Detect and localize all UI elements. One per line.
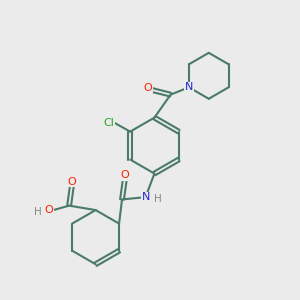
Text: O: O	[144, 82, 152, 93]
Text: H: H	[34, 206, 42, 217]
Text: N: N	[141, 192, 150, 202]
Text: Cl: Cl	[103, 118, 114, 128]
Text: O: O	[45, 205, 53, 215]
Text: O: O	[120, 170, 129, 180]
Text: H: H	[154, 194, 162, 204]
Text: O: O	[68, 176, 76, 187]
Text: N: N	[185, 82, 193, 92]
